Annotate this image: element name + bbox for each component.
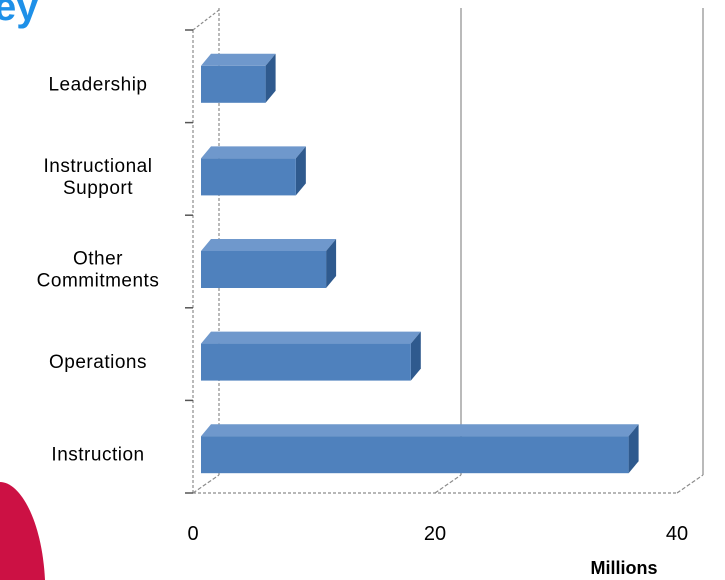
bar-top-face [201,54,276,66]
category-label: Leadership [48,74,147,95]
category-label: Instructional Support [44,156,153,199]
category-label: Operations [49,352,147,373]
bar [201,239,336,288]
bar-top-face [201,332,421,344]
floor-diagonal-40 [677,475,703,493]
category-label-line: Other [73,249,123,270]
bar-front-face [201,436,629,473]
bar-front-face [201,344,411,381]
bar-top-face [201,424,639,436]
bar-front-face [201,158,296,195]
bars-group [201,54,639,473]
x-tick-label: 0 [187,523,198,545]
x-tick-label: 40 [666,523,688,545]
category-label-line: Support [63,178,133,199]
bar [201,424,639,473]
floor-diagonal-20 [435,475,461,493]
x-tick-label: 20 [424,523,446,545]
bar-front-face [201,66,266,103]
top-diagonal [193,10,219,30]
category-label: Instruction [51,445,144,466]
bar-top-face [201,146,306,158]
x-tick-labels: 0 20 40 [187,523,688,545]
category-label-line: Instruction [51,445,144,466]
category-label: Other Commitments [37,249,160,292]
category-labels: Leadership Instructional Support Other Commi… [37,74,160,465]
category-label-line: Commitments [37,271,160,292]
category-label-line: Operations [49,352,147,373]
category-label-line: Leadership [48,74,147,95]
bar-top-face [201,239,336,251]
bar [201,146,306,195]
axis-unit-label: Millions [591,558,658,578]
floor-diagonal-0 [193,475,219,493]
bar [201,332,421,381]
category-label-line: Instructional [44,156,153,177]
bar-front-face [201,251,326,288]
accent-shape [0,482,45,580]
title-fragment: ey [0,0,39,29]
bar [201,54,276,103]
